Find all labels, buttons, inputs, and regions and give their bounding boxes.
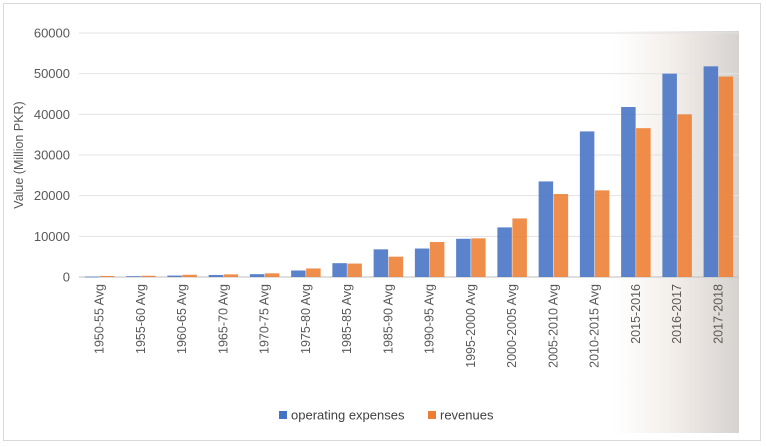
bar-operating-expenses bbox=[249, 274, 265, 277]
x-tick-label: 1965-70 Avg bbox=[216, 284, 230, 354]
legend-label: revenues bbox=[440, 408, 494, 423]
legend-swatch bbox=[279, 411, 287, 419]
bar-revenues bbox=[471, 238, 486, 277]
bar-revenues bbox=[182, 274, 197, 277]
x-tick-label: 1985-85 Avg bbox=[340, 284, 354, 354]
y-tick-label: 20000 bbox=[34, 188, 70, 203]
x-tick-label: 1960-65 Avg bbox=[175, 284, 189, 354]
bar-revenues bbox=[594, 190, 610, 277]
x-tick-label: 1975-80 Avg bbox=[299, 284, 313, 354]
bar-revenues bbox=[677, 114, 692, 277]
x-tick-label: 1970-75 Avg bbox=[258, 284, 272, 354]
x-tick-label: 2000-2005 Avg bbox=[505, 284, 519, 368]
bar-operating-expenses bbox=[456, 238, 471, 277]
bar-operating-expenses bbox=[662, 73, 677, 278]
bar-operating-expenses bbox=[414, 248, 430, 277]
y-tick-label: 50000 bbox=[34, 66, 70, 81]
bar-operating-expenses bbox=[497, 227, 512, 277]
y-tick-label: 30000 bbox=[34, 148, 70, 163]
bar-operating-expenses bbox=[126, 276, 141, 277]
y-tick-label: 40000 bbox=[34, 107, 70, 122]
bar-operating-expenses bbox=[621, 107, 636, 277]
bar-revenues bbox=[636, 128, 651, 277]
x-tick-label: 2005-2010 Avg bbox=[546, 284, 560, 368]
bar-operating-expenses bbox=[84, 276, 100, 278]
x-tick-label: 2015-2016 bbox=[629, 284, 643, 344]
bar-operating-expenses bbox=[703, 66, 719, 277]
bar-revenues bbox=[718, 76, 734, 277]
x-tick-label: 1955-60 Avg bbox=[134, 284, 148, 354]
bar-operating-expenses bbox=[538, 181, 554, 277]
y-tick-label: 10000 bbox=[34, 229, 70, 244]
bar-operating-expenses bbox=[208, 274, 224, 277]
legend-label: operating expenses bbox=[291, 408, 405, 423]
bar-revenues bbox=[512, 218, 527, 277]
bar-operating-expenses bbox=[373, 249, 389, 277]
bar-operating-expenses bbox=[167, 275, 182, 277]
y-tick-label: 60000 bbox=[34, 26, 70, 41]
bar-operating-expenses bbox=[579, 131, 595, 277]
bar-revenues bbox=[553, 194, 569, 277]
bar-revenues bbox=[141, 275, 156, 277]
bar-revenues bbox=[223, 274, 239, 277]
bar-revenues bbox=[99, 275, 115, 277]
x-tick-label: 2017-2018 bbox=[711, 284, 725, 344]
bar-revenues bbox=[429, 242, 445, 277]
bar-revenues bbox=[264, 273, 280, 277]
x-tick-label: 2010-2015 Avg bbox=[588, 284, 602, 368]
legend: operating expenses revenues bbox=[279, 408, 494, 423]
bar-revenues bbox=[306, 268, 321, 277]
bar-operating-expenses bbox=[291, 270, 306, 277]
x-tick-label: 2016-2017 bbox=[670, 284, 684, 344]
bar-operating-expenses bbox=[332, 263, 347, 277]
x-tick-label: 1990-95 Avg bbox=[423, 284, 437, 354]
x-tick-label: 1985-90 Avg bbox=[381, 284, 395, 354]
x-tick-label: 1950-55 Avg bbox=[93, 284, 107, 354]
legend-swatch bbox=[428, 411, 436, 419]
y-axis-title: Value (Million PKR) bbox=[12, 101, 26, 208]
bar-revenues bbox=[388, 256, 404, 277]
y-tick-label: 0 bbox=[63, 270, 70, 285]
bar-revenues bbox=[347, 263, 362, 277]
x-tick-label: 1995-2000 Avg bbox=[464, 284, 478, 368]
